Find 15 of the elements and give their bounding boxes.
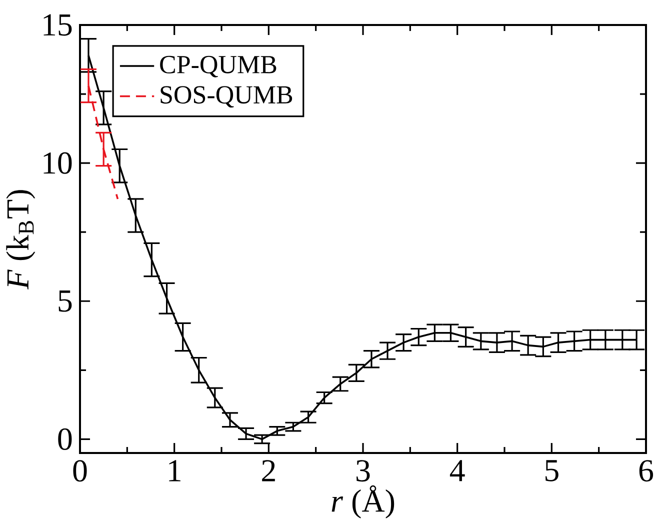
legend-label: CP-QUMB xyxy=(160,56,276,78)
x-axis-title: r (Å) xyxy=(332,485,394,518)
x-tick-label: 4 xyxy=(450,460,465,482)
y-tick-label: 0 xyxy=(58,428,72,450)
legend-label: SOS-QUMB xyxy=(160,86,292,108)
x-tick-label: 1 xyxy=(169,460,180,482)
x-tick-label: 2 xyxy=(262,460,275,482)
x-tick-label: 5 xyxy=(546,460,558,482)
y-axis-title: F (k$_{B}$T) xyxy=(6,190,36,290)
x-tick-label: 0 xyxy=(73,460,87,482)
y-tick-label: 15 xyxy=(44,14,72,36)
y-tick-label: 5 xyxy=(58,290,72,312)
x-tick-label: 3 xyxy=(356,460,370,482)
y-tick-label: 10 xyxy=(44,152,72,174)
x-tick-label: 6 xyxy=(639,460,654,482)
